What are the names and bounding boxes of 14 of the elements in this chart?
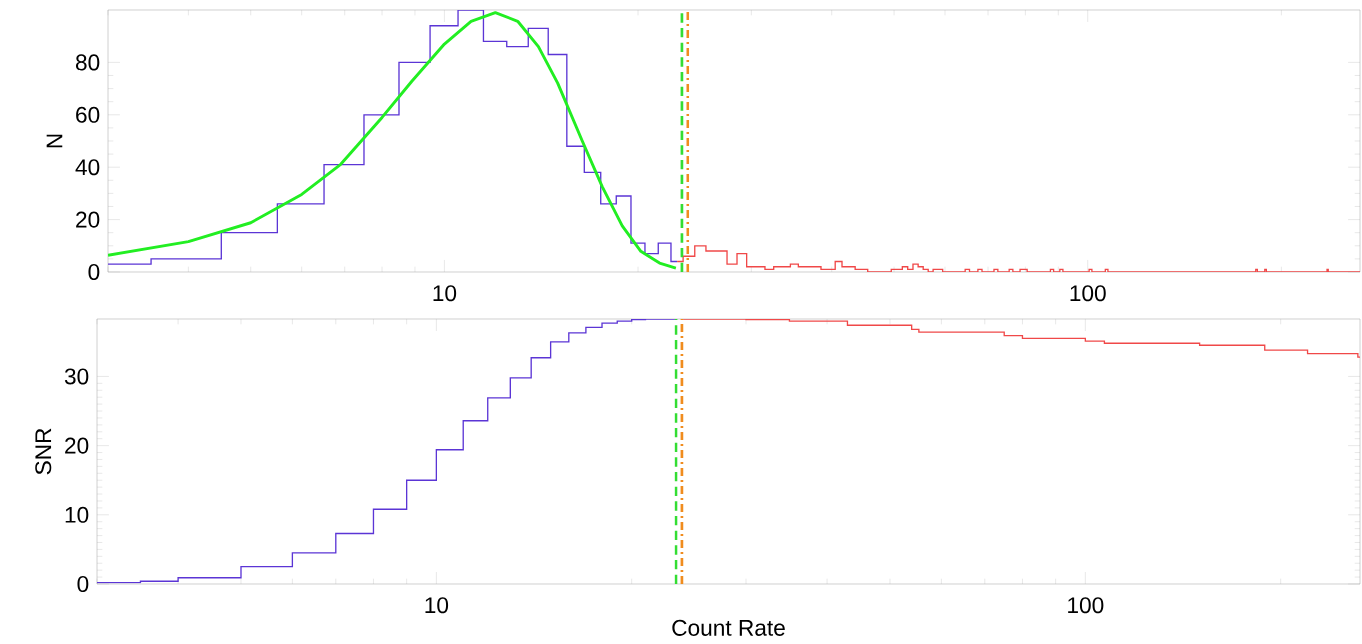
- y-tick-label: 20: [65, 437, 89, 454]
- x-tick-label: 100: [1068, 597, 1104, 614]
- x-tick-label: 100: [1070, 285, 1106, 302]
- y-tick-label: 40: [75, 159, 100, 176]
- y-tick-label: 60: [76, 106, 100, 123]
- y-tick-label: 0: [77, 575, 89, 593]
- y-tick-label: 20: [76, 211, 100, 228]
- y-axis-title: SNR: [35, 428, 52, 475]
- y-axis-title: N: [46, 134, 63, 148]
- x-axis-title: Count Rate: [672, 619, 785, 636]
- y-tick-label: 80: [75, 54, 100, 71]
- y-tick-label: 0: [88, 263, 100, 281]
- y-tick-label: 30: [64, 368, 89, 385]
- y-tick-label: 10: [65, 506, 89, 523]
